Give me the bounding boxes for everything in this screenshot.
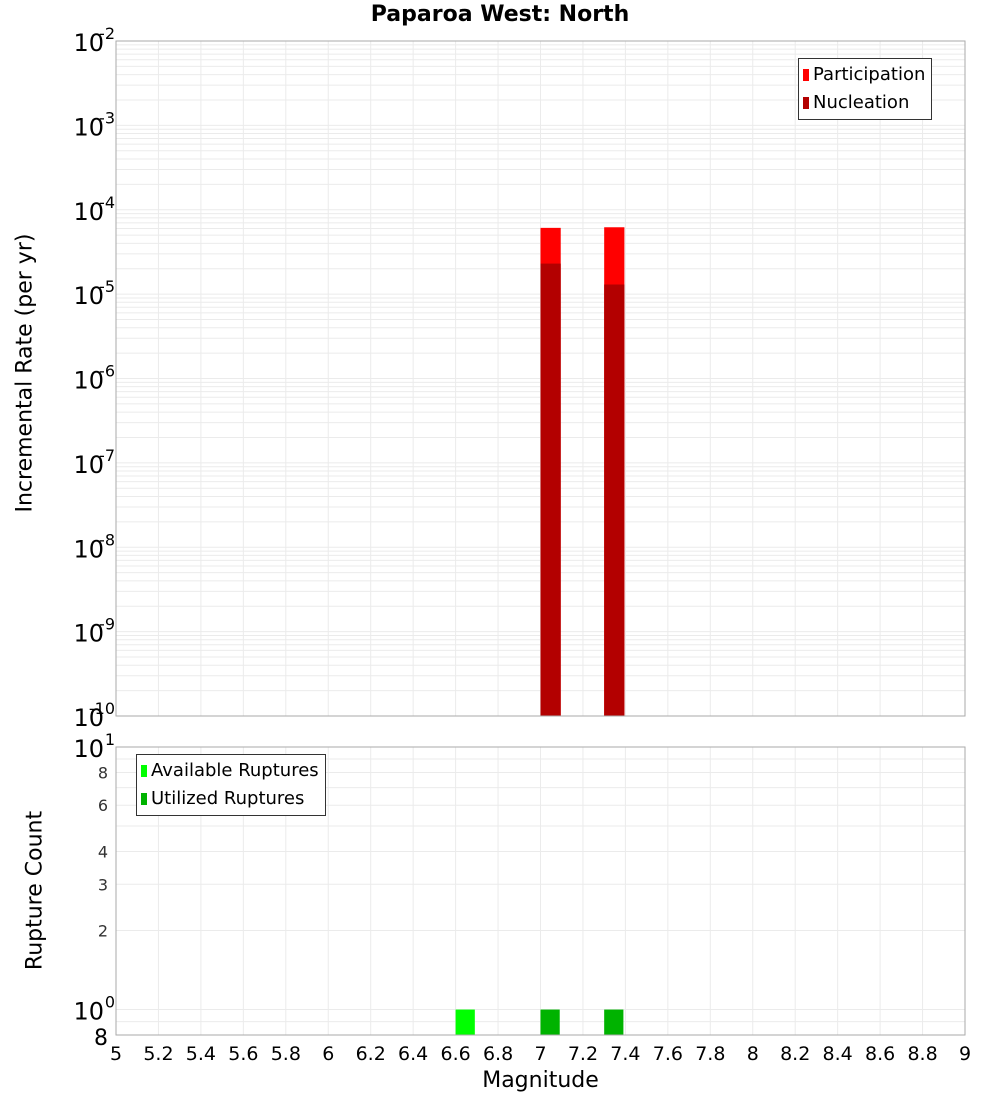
svg-text:-10: -10 xyxy=(89,699,115,718)
svg-text:-5: -5 xyxy=(99,277,115,296)
svg-text:10: 10 xyxy=(73,198,104,226)
top-y-axis-label: Incremental Rate (per yr) xyxy=(12,233,38,513)
bottom-legend: Available Ruptures Utilized Ruptures xyxy=(136,754,326,816)
x-axis-label: Magnitude xyxy=(482,1068,599,1093)
legend-label: Participation xyxy=(813,64,926,85)
svg-text:5.6: 5.6 xyxy=(228,1043,258,1065)
legend-item-utilized-ruptures: Utilized Ruptures xyxy=(141,785,319,813)
svg-text:5.8: 5.8 xyxy=(271,1043,301,1065)
legend-label: Nucleation xyxy=(813,92,910,113)
svg-text:6.8: 6.8 xyxy=(483,1043,513,1065)
legend-item-participation: Participation xyxy=(803,61,925,89)
svg-text:10: 10 xyxy=(73,451,104,479)
svg-text:5.2: 5.2 xyxy=(143,1043,173,1065)
legend-label: Available Ruptures xyxy=(151,760,319,781)
svg-text:10: 10 xyxy=(73,367,104,395)
top-panel-bars xyxy=(540,227,625,716)
svg-text:10: 10 xyxy=(73,535,104,563)
svg-text:8: 8 xyxy=(747,1043,759,1065)
svg-text:0: 0 xyxy=(105,993,115,1012)
legend-item-available-ruptures: Available Ruptures xyxy=(141,757,319,785)
svg-text:6.2: 6.2 xyxy=(356,1043,386,1065)
svg-text:8.8: 8.8 xyxy=(907,1043,937,1065)
svg-text:2: 2 xyxy=(98,922,108,941)
svg-text:7.6: 7.6 xyxy=(653,1043,683,1065)
svg-text:10: 10 xyxy=(73,29,104,57)
x-axis-tick-labels: 5 5.2 5.4 5.6 5.8 6 6.2 6.4 6.6 6.8 7 7.2 7.4 7.6 7.8 8… xyxy=(110,1043,971,1065)
svg-text:10: 10 xyxy=(73,735,104,763)
svg-text:6: 6 xyxy=(322,1043,334,1065)
chart-title: Paparoa West: North xyxy=(370,2,630,27)
svg-text:5: 5 xyxy=(110,1043,122,1065)
svg-text:5.4: 5.4 xyxy=(186,1043,216,1065)
svg-text:4: 4 xyxy=(98,842,108,861)
svg-text:3: 3 xyxy=(98,875,108,894)
top-legend: Participation Nucleation xyxy=(798,58,933,120)
svg-text:7.4: 7.4 xyxy=(610,1043,640,1065)
svg-text:10: 10 xyxy=(73,620,104,648)
top-panel-frame xyxy=(115,40,966,717)
svg-text:7.2: 7.2 xyxy=(568,1043,598,1065)
legend-item-nucleation: Nucleation xyxy=(803,89,925,117)
svg-text:10: 10 xyxy=(73,998,104,1026)
svg-text:8.6: 8.6 xyxy=(865,1043,895,1065)
svg-text:10: 10 xyxy=(73,282,104,310)
svg-text:6.6: 6.6 xyxy=(440,1043,470,1065)
svg-text:-4: -4 xyxy=(99,193,115,212)
bottom-y-axis-label: Rupture Count xyxy=(22,810,48,971)
svg-text:10: 10 xyxy=(73,704,104,732)
svg-text:-9: -9 xyxy=(99,615,115,634)
svg-text:7: 7 xyxy=(534,1043,546,1065)
svg-text:-7: -7 xyxy=(99,446,115,465)
participation-swatch-icon xyxy=(803,69,809,81)
legend-label: Utilized Ruptures xyxy=(151,788,305,809)
svg-text:-8: -8 xyxy=(99,530,115,549)
svg-text:9: 9 xyxy=(959,1043,971,1065)
svg-text:-2: -2 xyxy=(99,24,115,43)
svg-text:6.4: 6.4 xyxy=(398,1043,428,1065)
svg-text:10: 10 xyxy=(73,113,104,141)
nucleation-swatch-icon xyxy=(803,97,809,109)
svg-text:-3: -3 xyxy=(99,108,115,127)
bottom-panel-bars xyxy=(455,1009,624,1035)
available-swatch-icon xyxy=(141,765,147,777)
svg-text:1: 1 xyxy=(105,730,115,749)
svg-text:8: 8 xyxy=(98,763,108,782)
bottom-panel-frame xyxy=(115,746,966,1036)
svg-text:8.2: 8.2 xyxy=(780,1043,810,1065)
svg-text:6: 6 xyxy=(98,796,108,815)
svg-text:-6: -6 xyxy=(99,362,115,381)
svg-text:8.4: 8.4 xyxy=(823,1043,853,1065)
svg-text:7.8: 7.8 xyxy=(695,1043,725,1065)
utilized-swatch-icon xyxy=(141,793,147,805)
svg-text:8: 8 xyxy=(94,1026,108,1051)
